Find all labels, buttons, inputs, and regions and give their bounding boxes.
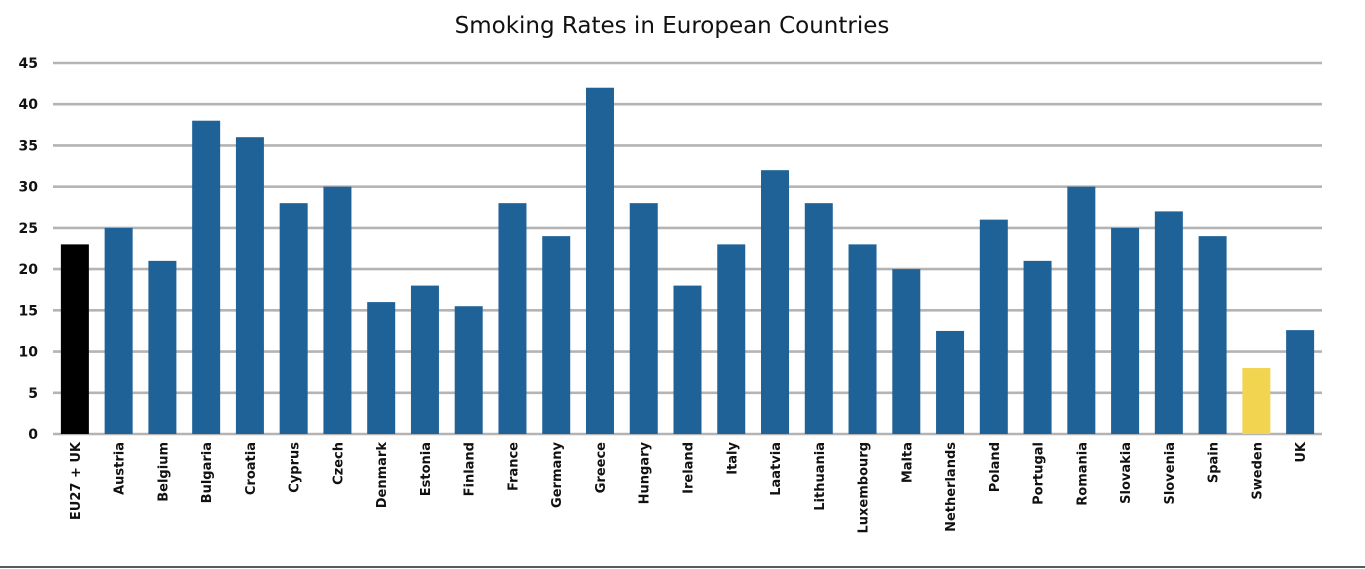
bar-austria [104,227,133,434]
y-tick-label: 5 [28,386,38,402]
x-tick-label: Greece [594,442,609,493]
x-tick-label: Ireland [682,442,697,494]
bar-ireland [673,285,702,434]
bar-romania [1067,186,1096,434]
bar-estonia [410,285,439,434]
y-tick-label: 15 [19,303,38,319]
bar-finland [454,306,483,434]
x-tick-label: Austria [113,442,128,495]
y-tick-label: 10 [19,345,39,361]
x-tick-label: Czech [331,442,346,485]
bar-greece [585,87,614,434]
bar-hungary [629,203,658,434]
bar-italy [717,244,746,434]
bar-germany [542,236,571,434]
x-tick-label: Spain [1207,442,1222,483]
bar-laatvia [761,170,790,434]
gridlines [53,61,1322,436]
x-tick-label: Laatvia [769,442,784,496]
bar-sweden [1242,368,1271,434]
bar-cyprus [279,203,308,434]
bar-lithuania [804,203,833,434]
chart-title: Smoking Rates in European Countries [455,13,890,39]
x-tick-label: Germany [550,441,565,507]
y-tick-label: 30 [19,180,39,196]
x-tick-label: EU27 + UK [69,441,84,520]
x-tick-label: Sweden [1250,442,1265,500]
bar-france [498,203,527,434]
x-tick-label: Bulgaria [200,442,215,503]
x-tick-label: Slovenia [1163,442,1178,505]
x-tick-label: Cyprus [288,442,303,493]
bar-netherlands [936,330,965,434]
x-tick-label: Portugal [1032,442,1047,505]
bar-croatia [235,137,264,434]
x-tick-label: Denmark [375,442,390,509]
x-tick-label: UK [1294,441,1309,463]
bars [60,87,1315,434]
bar-malta [892,269,921,434]
x-tick-label: Slovakia [1119,442,1134,504]
y-axis-tick-labels: 0 5 10 15 20 25 30 35 40 45 [19,56,39,443]
x-tick-label: Italy [725,441,740,474]
bar-eu27-uk [60,244,89,434]
bar-spain [1198,236,1227,434]
bar-denmark [367,302,396,434]
x-tick-label: Lithuania [813,442,828,511]
bar-belgium [148,260,177,434]
y-tick-label: 35 [19,138,38,154]
bar-slovenia [1154,211,1183,434]
y-tick-label: 45 [19,56,38,72]
bar-uk [1286,330,1315,434]
x-tick-label: Estonia [419,442,434,496]
y-tick-label: 25 [19,221,38,237]
x-tick-label: Belgium [156,442,171,502]
bar-slovakia [1111,227,1140,434]
x-tick-label: Hungary [638,441,653,504]
bar-bulgaria [192,120,221,434]
y-tick-label: 0 [28,427,38,443]
x-tick-label: Croatia [244,442,259,495]
x-tick-label: Finland [463,442,478,496]
x-tick-label: Luxembourg [857,442,872,534]
y-tick-label: 20 [19,262,39,278]
bar-portugal [1023,260,1052,434]
x-tick-label: Poland [988,442,1003,492]
x-tick-label: Malta [900,442,915,483]
y-tick-label: 40 [19,97,39,113]
x-tick-label: Romania [1075,442,1090,506]
x-tick-label: Netherlands [944,442,959,532]
bar-czech [323,186,352,434]
x-tick-label: France [506,442,521,491]
x-axis-tick-labels: EU27 + UK Austria Belgium Bulgaria Croatia Cy… [69,441,1309,533]
bar-poland [979,219,1008,434]
bar-luxembourg [848,244,877,434]
